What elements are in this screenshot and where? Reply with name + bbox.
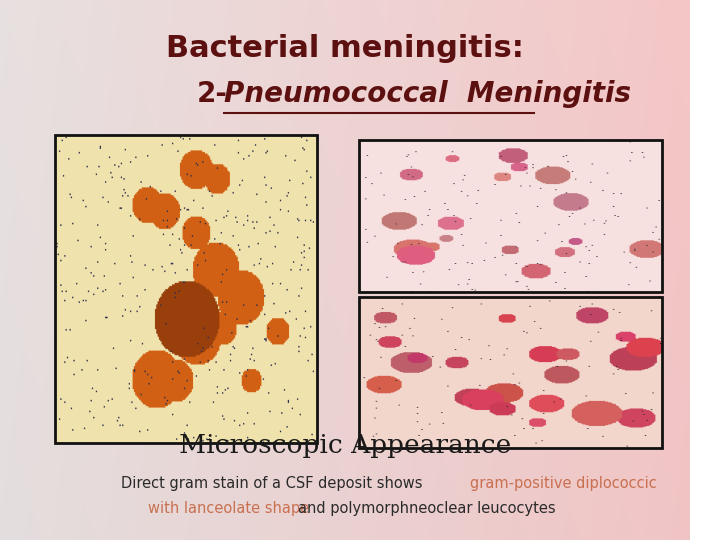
Text: Direct gram stain of a CSF deposit shows: Direct gram stain of a CSF deposit shows — [121, 476, 427, 491]
Bar — [359, 297, 662, 448]
Text: Pneumococcal  Meningitis: Pneumococcal Meningitis — [224, 80, 631, 109]
Text: and polymorphneoclear leucocytes: and polymorphneoclear leucocytes — [298, 501, 556, 516]
Text: 2-: 2- — [197, 80, 228, 109]
Text: gram-positive diplococcic: gram-positive diplococcic — [470, 476, 657, 491]
Bar — [359, 140, 662, 292]
Bar — [55, 135, 318, 443]
Text: Microscopic Appearance: Microscopic Appearance — [179, 433, 511, 458]
Text: Bacterial meningitis:: Bacterial meningitis: — [166, 34, 523, 63]
Text: with lanceolate shape: with lanceolate shape — [148, 501, 314, 516]
